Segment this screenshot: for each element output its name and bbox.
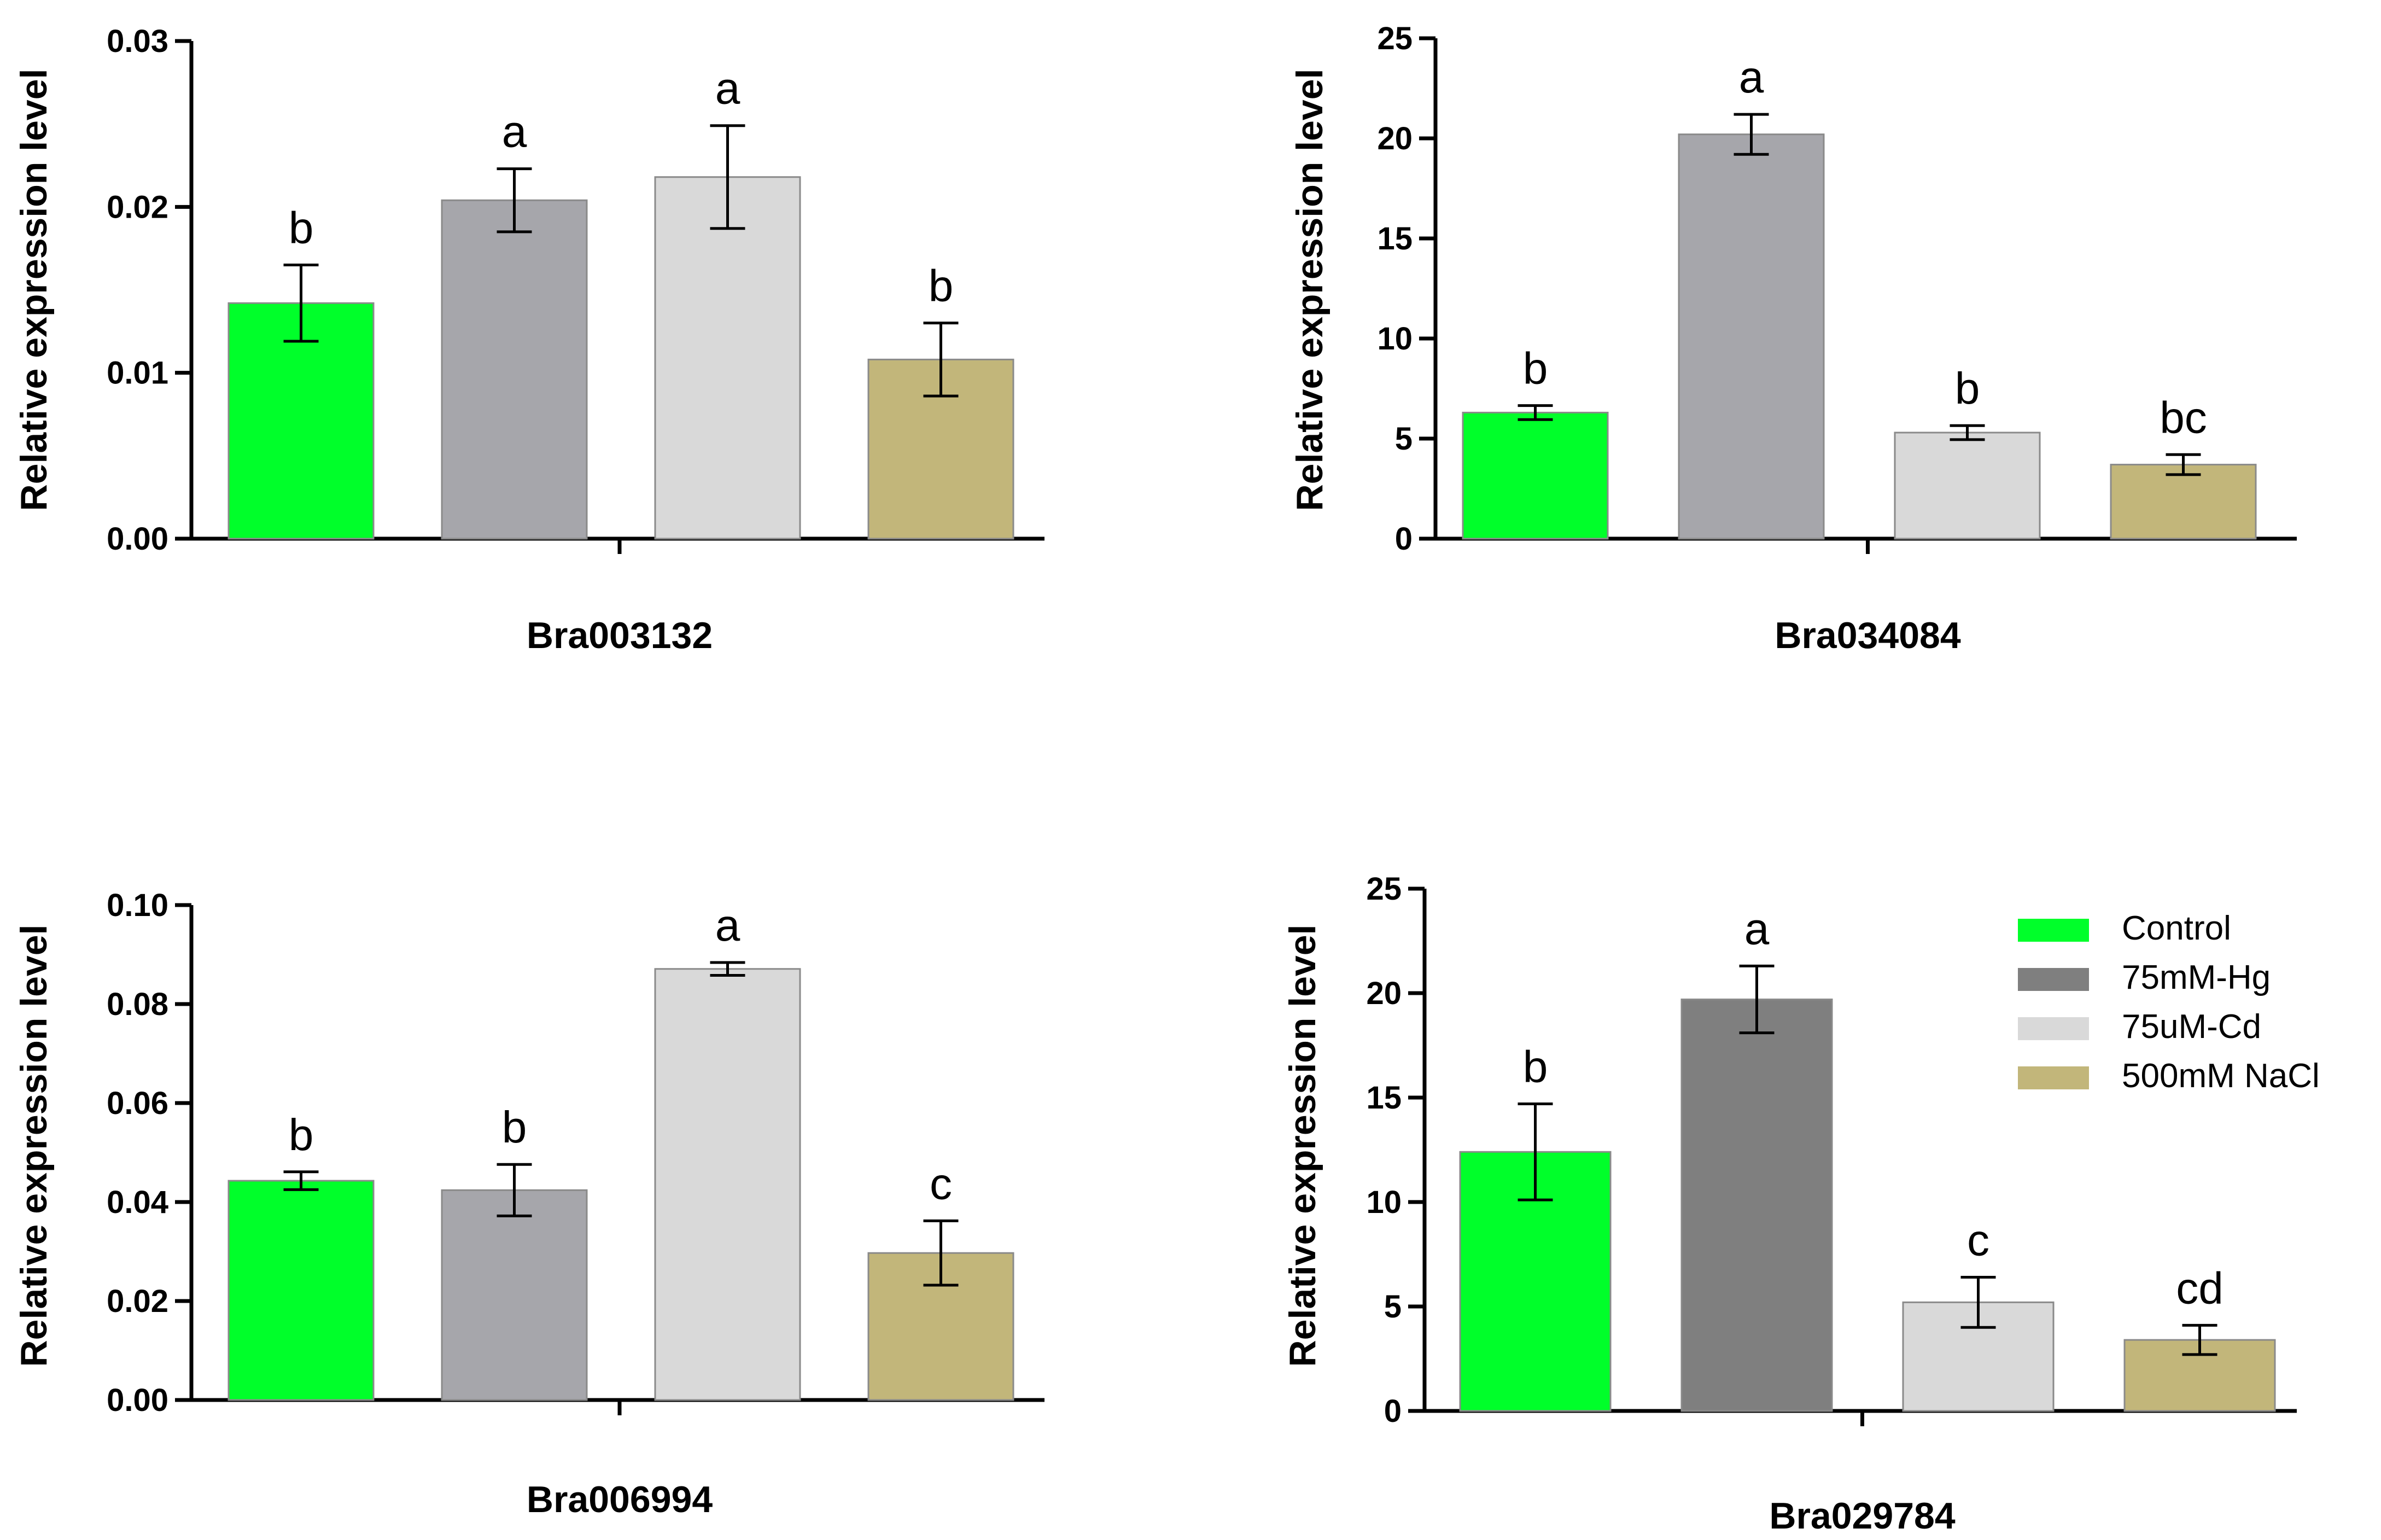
- legend-label: 75uM-Cd: [2122, 1008, 2261, 1046]
- x-axis-label: Bra006994: [527, 1479, 713, 1520]
- significance-label: a: [502, 107, 527, 157]
- y-tick-label: 15: [1377, 221, 1413, 256]
- bar-500mm-nacl: [2110, 464, 2257, 540]
- y-tick-label: 0.06: [107, 1086, 168, 1121]
- significance-label: cd: [2176, 1263, 2224, 1313]
- legend-swatch: [2018, 919, 2089, 942]
- y-tick-label: 0.02: [107, 189, 168, 225]
- significance-label: a: [1739, 52, 1764, 102]
- y-tick-label: 5: [1395, 421, 1413, 457]
- bar-75um-cd: [654, 176, 801, 540]
- y-tick-label: 0: [1395, 521, 1413, 557]
- significance-label: c: [1967, 1216, 1989, 1265]
- significance-label: a: [715, 64, 740, 114]
- bar-75mm-hg: [441, 199, 588, 540]
- chart-bra034084: 0 5 10 15 20 25 b a b bc Relative expression level…: [1289, 21, 2297, 656]
- y-tick-label: 0.08: [107, 987, 168, 1022]
- chart-bra003132: 0.00 0.01 0.02 0.03 b a a b Relative expression …: [13, 24, 1044, 656]
- x-axis-label: Bra034084: [1775, 615, 1960, 656]
- x-axis-label: Bra029784: [1769, 1495, 1955, 1537]
- bar-75mm-hg: [1678, 133, 1825, 540]
- legend-label: Control: [2122, 909, 2231, 947]
- y-axis-label: Relative expression level: [1289, 69, 1330, 511]
- legend-swatch: [2018, 968, 2089, 991]
- y-tick-label: 5: [1384, 1289, 1402, 1325]
- significance-label: b: [289, 203, 314, 253]
- legend-swatch: [2018, 1017, 2089, 1040]
- x-axis-label: Bra003132: [527, 615, 713, 656]
- bar-control: [1462, 411, 1609, 540]
- bar-75um-cd: [1894, 431, 2041, 540]
- y-axis-label: Relative expression level: [1282, 925, 1323, 1367]
- significance-label: b: [1955, 364, 1980, 413]
- chart-bra006994: 0.00 0.02 0.04 0.06 0.08 0.10 b b a c Relative exp…: [13, 888, 1044, 1520]
- y-axis-label: Relative expression level: [13, 925, 55, 1367]
- y-tick-label: 20: [1366, 976, 1402, 1011]
- bar-75mm-hg: [1680, 998, 1833, 1412]
- significance-label: b: [929, 261, 954, 311]
- significance-label: b: [1523, 1042, 1548, 1092]
- y-tick-label: 0.00: [107, 1382, 168, 1418]
- y-tick-label: 0.00: [107, 521, 168, 557]
- significance-label: b: [1523, 344, 1548, 394]
- y-tick-label: 0.02: [107, 1284, 168, 1319]
- legend-label: 500mM NaCl: [2122, 1057, 2320, 1095]
- y-tick-label: 25: [1366, 871, 1402, 907]
- y-tick-label: 0.04: [107, 1185, 168, 1220]
- significance-label: a: [1744, 904, 1770, 954]
- legend-label: 75mM-Hg: [2122, 959, 2271, 996]
- bar-control: [227, 1180, 375, 1401]
- significance-label: c: [930, 1159, 952, 1209]
- significance-label: b: [289, 1110, 314, 1160]
- y-tick-label: 25: [1377, 21, 1413, 56]
- y-tick-label: 0: [1384, 1393, 1402, 1429]
- y-tick-label: 0.10: [107, 888, 168, 923]
- bar-75um-cd: [654, 968, 801, 1401]
- significance-label: b: [502, 1102, 527, 1152]
- y-tick-label: 0.01: [107, 355, 168, 391]
- chart-bra029784: 0 5 10 15 20 25 b a c cd Relative expression level…: [1282, 871, 2297, 1537]
- significance-label: a: [715, 901, 740, 950]
- y-tick-label: 10: [1377, 321, 1413, 357]
- bar-75mm-hg: [441, 1189, 588, 1401]
- legend: Control 75mM-Hg 75uM-Cd 500mM NaCl: [2018, 909, 2320, 1095]
- y-axis-label: Relative expression level: [13, 69, 55, 511]
- y-tick-label: 0.03: [107, 24, 168, 59]
- y-tick-label: 10: [1366, 1185, 1402, 1220]
- significance-label: bc: [2160, 393, 2207, 442]
- y-tick-label: 15: [1366, 1080, 1402, 1116]
- legend-swatch: [2018, 1066, 2089, 1089]
- y-tick-label: 20: [1377, 121, 1413, 156]
